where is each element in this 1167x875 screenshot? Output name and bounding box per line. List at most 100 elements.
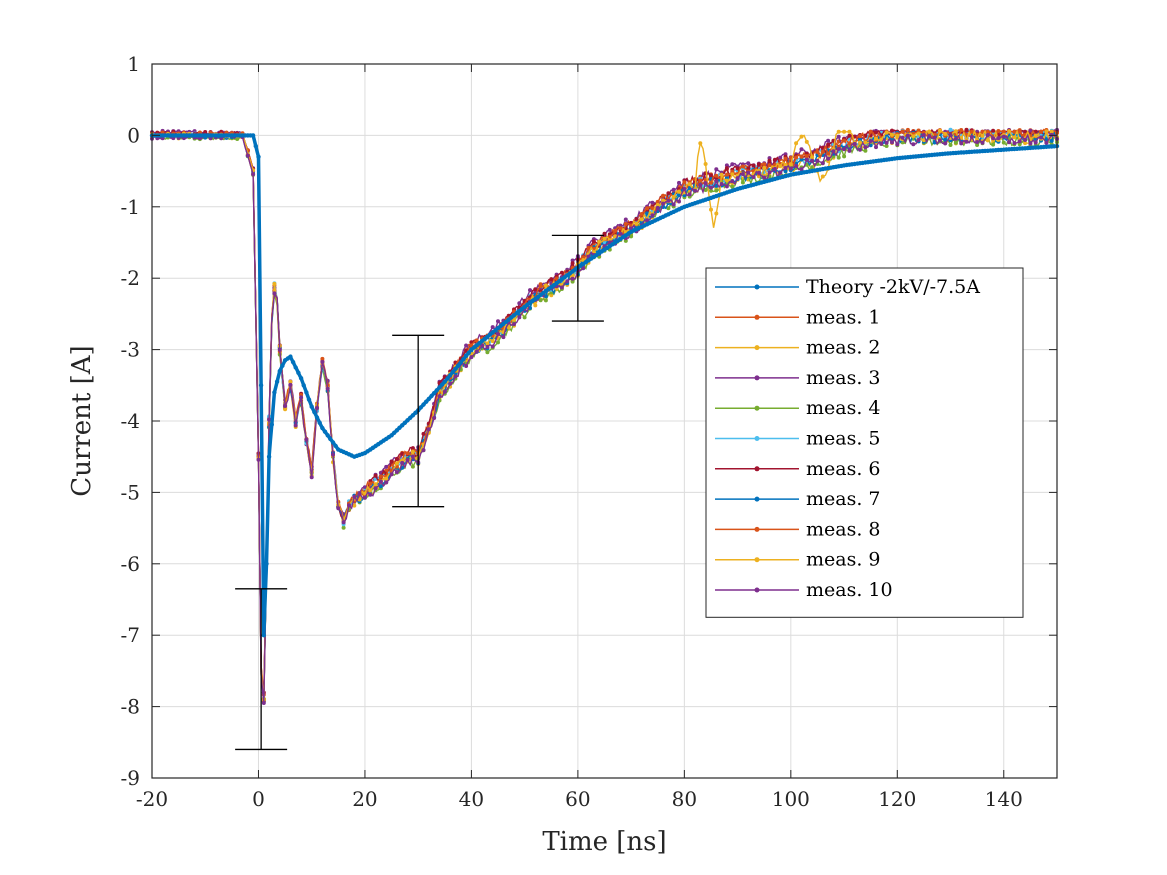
- data-point: [272, 291, 277, 296]
- data-point: [842, 154, 847, 159]
- data-point: [597, 239, 602, 244]
- data-point: [916, 138, 921, 142]
- data-point: [347, 503, 351, 508]
- data-point: [810, 165, 815, 170]
- data-point: [948, 143, 953, 147]
- data-point: [251, 172, 256, 177]
- data-point: [432, 416, 437, 420]
- data-point: [565, 279, 570, 284]
- y-tick-label: -1: [121, 195, 140, 219]
- data-point: [772, 166, 777, 171]
- data-point: [559, 285, 564, 290]
- x-tick-label: 100: [772, 787, 810, 811]
- data-point: [261, 701, 266, 705]
- data-point: [964, 139, 969, 144]
- data-point: [836, 134, 841, 139]
- legend-entry: meas. 2: [715, 337, 881, 359]
- data-point: [362, 485, 367, 490]
- data-point: [455, 363, 461, 368]
- data-point: [405, 451, 410, 456]
- data-point: [836, 129, 841, 134]
- data-point: [719, 182, 724, 186]
- data-point: [394, 457, 399, 461]
- data-point: [709, 188, 713, 193]
- data-point: [831, 149, 836, 154]
- data-point: [368, 481, 373, 486]
- data-point: [445, 376, 450, 381]
- data-point: [677, 180, 681, 185]
- data-point: [751, 175, 756, 180]
- data-point: [543, 283, 548, 288]
- legend-swatch-marker: [754, 314, 760, 320]
- data-point: [714, 211, 719, 216]
- data-point: [724, 184, 729, 189]
- data-point: [677, 193, 681, 198]
- data-point: [709, 173, 713, 178]
- data-point: [1044, 141, 1049, 145]
- data-point: [671, 195, 676, 199]
- data-point: [751, 163, 756, 168]
- data-point: [895, 142, 900, 147]
- data-point: [298, 376, 304, 381]
- data-point: [570, 261, 575, 266]
- data-point: [911, 142, 916, 147]
- data-point: [927, 129, 932, 134]
- data-point: [916, 131, 921, 136]
- data-point: [426, 427, 431, 432]
- legend-entry: meas. 6: [715, 458, 881, 480]
- data-point: [858, 140, 862, 145]
- data-point: [474, 338, 479, 343]
- data-point: [357, 491, 362, 496]
- legend-entry: meas. 1: [715, 306, 881, 328]
- data-point: [389, 459, 394, 464]
- legend-label: meas. 1: [806, 306, 881, 328]
- x-tick-label: 60: [565, 787, 590, 811]
- data-point: [991, 136, 996, 141]
- legend-entry: meas. 8: [715, 518, 881, 540]
- data-point: [655, 199, 660, 204]
- data-point: [258, 383, 264, 388]
- data-point: [581, 255, 586, 260]
- data-point: [810, 158, 815, 163]
- data-point: [858, 147, 862, 152]
- data-point: [533, 303, 538, 308]
- data-point: [709, 207, 713, 212]
- data-point: [549, 293, 554, 298]
- data-point: [799, 147, 804, 152]
- data-point: [709, 185, 713, 190]
- data-point: [991, 128, 996, 133]
- data-point: [629, 234, 634, 239]
- data-point: [623, 238, 628, 243]
- data-point: [778, 155, 783, 160]
- data-point: [320, 360, 325, 364]
- data-point: [767, 170, 772, 175]
- legend-entry: meas. 4: [715, 397, 881, 419]
- data-point: [549, 277, 554, 282]
- legend-swatch-marker: [754, 526, 760, 532]
- data-point: [826, 138, 831, 143]
- data-point: [666, 198, 671, 203]
- data-point: [357, 497, 362, 502]
- data-point: [1049, 138, 1054, 143]
- data-point: [277, 347, 282, 352]
- data-point: [453, 366, 458, 372]
- legend-label: meas. 8: [806, 518, 881, 540]
- data-point: [288, 354, 293, 359]
- data-point: [682, 180, 687, 185]
- data-point: [203, 130, 208, 134]
- data-point: [1017, 142, 1022, 147]
- data-point: [293, 423, 298, 428]
- legend-label: Theory -2kV/-7.5A: [806, 276, 980, 298]
- data-point: [703, 181, 708, 186]
- data-point: [1017, 129, 1022, 134]
- data-point: [607, 227, 612, 232]
- data-point: [740, 164, 745, 169]
- data-point: [378, 484, 383, 489]
- data-point: [280, 363, 285, 368]
- data-point: [490, 325, 495, 330]
- data-point: [836, 146, 841, 151]
- data-point: [948, 133, 953, 138]
- data-point: [543, 298, 548, 303]
- data-point: [463, 353, 469, 359]
- data-point: [650, 200, 655, 205]
